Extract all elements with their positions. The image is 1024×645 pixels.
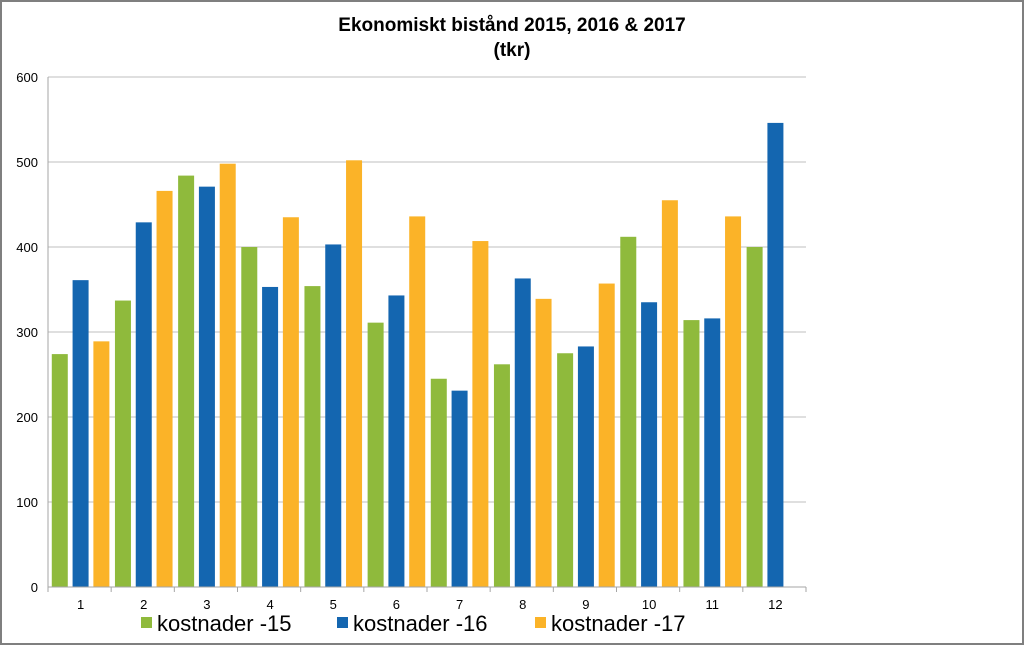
y-axis-ticks: 0 100 200 300 400 500 600: [16, 70, 38, 595]
y-tick-label: 0: [31, 580, 38, 595]
bar: [430, 378, 447, 587]
x-tick-label: 6: [393, 597, 400, 612]
bar: [683, 320, 700, 587]
bar: [51, 354, 68, 587]
bar: [472, 241, 489, 588]
bar: [661, 200, 678, 587]
gridlines: [48, 76, 806, 503]
bars: [51, 122, 784, 588]
legend-label: kostnader -17: [551, 611, 686, 636]
bar: [620, 236, 637, 588]
bar: [219, 163, 236, 587]
bar: [514, 278, 531, 587]
x-tick-label: 9: [582, 597, 589, 612]
bar: [493, 364, 510, 587]
chart-subtitle: (tkr): [494, 40, 531, 61]
y-tick-label: 600: [16, 70, 38, 85]
bar: [767, 122, 784, 588]
x-axis-ticks: 1 2 3 4 5 6 7 8 9 10 11 12: [77, 597, 783, 612]
bar: [577, 346, 594, 587]
bar: [641, 302, 658, 587]
legend-swatch: [535, 617, 546, 628]
legend-label: kostnader -15: [157, 611, 292, 636]
bar: [346, 160, 363, 588]
bar: [135, 222, 152, 587]
x-tick-label: 10: [642, 597, 656, 612]
y-tick-label: 200: [16, 410, 38, 425]
bar: [598, 283, 615, 587]
x-tick-label: 3: [203, 597, 210, 612]
legend: kostnader -15 kostnader -16 kostnader -17: [141, 611, 686, 636]
x-tick-label: 1: [77, 597, 84, 612]
bar: [304, 286, 321, 587]
bar: [535, 298, 552, 587]
bar: [241, 247, 258, 587]
y-tick-label: 500: [16, 155, 38, 170]
x-tick-label: 12: [768, 597, 782, 612]
bar: [262, 286, 279, 587]
bar: [178, 175, 195, 587]
bar: [557, 353, 574, 587]
bar: [451, 390, 468, 587]
y-tick-label: 100: [16, 495, 38, 510]
bar: [725, 216, 742, 587]
axes: [47, 77, 807, 592]
bar: [388, 295, 405, 587]
bar: [198, 186, 215, 587]
y-tick-label: 300: [16, 325, 38, 340]
bar: [114, 300, 131, 587]
bar: [93, 341, 110, 587]
bar: [282, 217, 299, 587]
x-tick-label: 7: [456, 597, 463, 612]
bar: [367, 322, 384, 587]
x-tick-label: 11: [706, 597, 720, 612]
chart-title: Ekonomiskt bistånd 2015, 2016 & 2017: [338, 15, 685, 36]
x-tick-label: 4: [266, 597, 273, 612]
legend-swatch: [337, 617, 348, 628]
x-tick-label: 8: [519, 597, 526, 612]
bar: [325, 244, 342, 587]
legend-label: kostnader -16: [353, 611, 488, 636]
legend-swatch: [141, 617, 152, 628]
y-tick-label: 400: [16, 240, 38, 255]
bar: [409, 216, 426, 587]
bar: [72, 280, 89, 587]
bar: [746, 247, 763, 587]
bar: [704, 318, 721, 587]
x-tick-label: 5: [330, 597, 337, 612]
bar: [156, 190, 173, 587]
x-tick-label: 2: [140, 597, 147, 612]
